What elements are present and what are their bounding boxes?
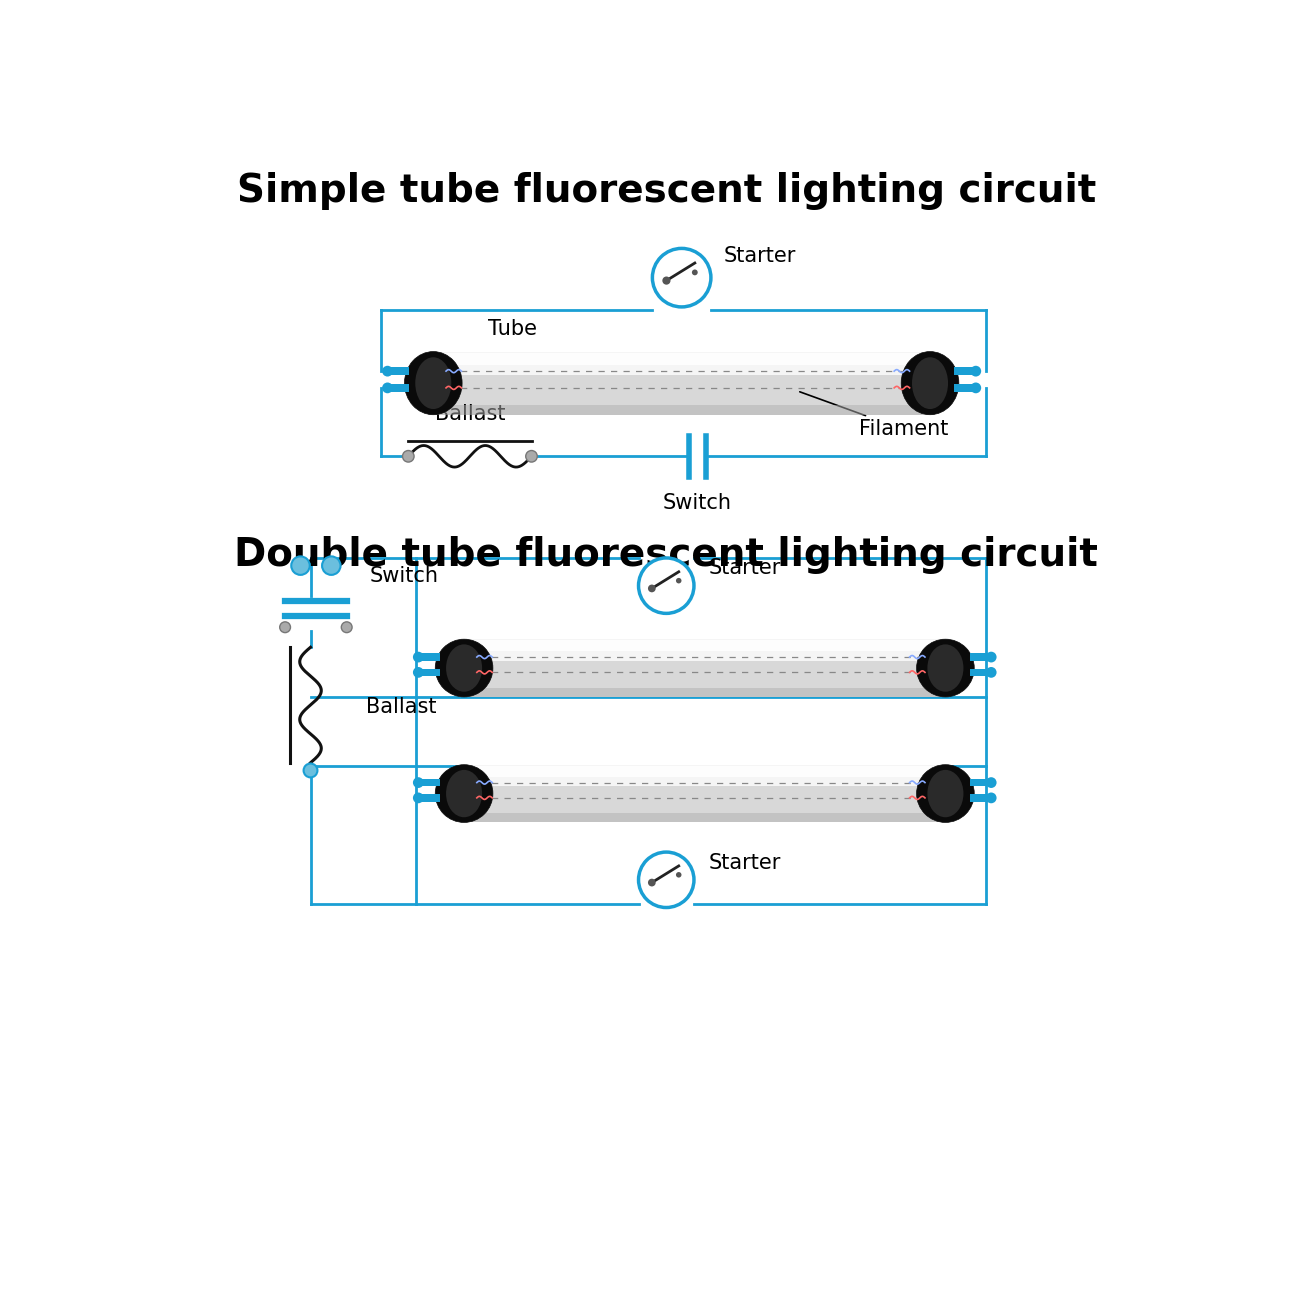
Text: Starter: Starter <box>724 246 797 266</box>
Bar <box>970 653 991 660</box>
Ellipse shape <box>913 358 948 410</box>
Bar <box>459 688 950 697</box>
Circle shape <box>970 365 982 377</box>
Ellipse shape <box>916 764 974 823</box>
Text: Ballast: Ballast <box>434 404 506 424</box>
Circle shape <box>638 558 694 614</box>
Bar <box>459 641 950 651</box>
Bar <box>459 766 950 777</box>
Circle shape <box>985 651 997 663</box>
Circle shape <box>280 621 290 633</box>
Bar <box>419 668 439 676</box>
Circle shape <box>342 621 352 633</box>
Bar <box>954 384 976 391</box>
Bar <box>429 404 935 415</box>
Bar <box>459 640 950 697</box>
Bar <box>419 653 439 660</box>
Circle shape <box>985 793 997 803</box>
Circle shape <box>525 451 537 462</box>
Circle shape <box>413 667 424 677</box>
Circle shape <box>692 269 698 276</box>
Circle shape <box>676 872 681 878</box>
Text: Ballast: Ballast <box>367 697 437 716</box>
Circle shape <box>676 578 681 584</box>
Circle shape <box>304 763 317 777</box>
Bar <box>429 352 935 365</box>
Text: Starter: Starter <box>708 853 781 872</box>
Circle shape <box>322 556 341 575</box>
Circle shape <box>413 651 424 663</box>
Text: Filament: Filament <box>800 391 948 439</box>
Circle shape <box>403 451 415 462</box>
Ellipse shape <box>446 770 482 818</box>
Ellipse shape <box>446 645 482 692</box>
Ellipse shape <box>404 351 462 415</box>
Bar <box>387 384 410 391</box>
Bar <box>459 814 950 823</box>
Bar <box>429 351 935 376</box>
Circle shape <box>970 382 982 394</box>
Text: Switch: Switch <box>369 566 439 585</box>
Text: Double tube fluorescent lighting circuit: Double tube fluorescent lighting circuit <box>234 536 1098 573</box>
Bar <box>459 640 950 660</box>
Bar <box>970 794 991 802</box>
Circle shape <box>291 556 309 575</box>
Ellipse shape <box>415 358 451 410</box>
Bar <box>970 779 991 786</box>
Bar <box>459 764 950 823</box>
Circle shape <box>647 879 655 887</box>
Circle shape <box>382 365 393 377</box>
Circle shape <box>985 777 997 788</box>
Text: Simple tube fluorescent lighting circuit: Simple tube fluorescent lighting circuit <box>237 172 1096 209</box>
Circle shape <box>382 382 393 394</box>
Bar <box>419 779 439 786</box>
Text: Switch: Switch <box>663 493 732 514</box>
Circle shape <box>662 277 671 285</box>
Ellipse shape <box>436 764 493 823</box>
Bar <box>459 764 950 786</box>
Circle shape <box>653 248 711 307</box>
Circle shape <box>413 793 424 803</box>
Ellipse shape <box>901 351 959 415</box>
Ellipse shape <box>927 770 963 818</box>
Circle shape <box>985 667 997 677</box>
Ellipse shape <box>916 640 974 697</box>
Bar <box>419 794 439 802</box>
Circle shape <box>638 852 694 907</box>
Text: Starter: Starter <box>708 558 781 579</box>
Ellipse shape <box>927 645 963 692</box>
Bar <box>387 368 410 374</box>
Bar <box>970 668 991 676</box>
Bar <box>954 368 976 374</box>
Circle shape <box>647 585 655 593</box>
Circle shape <box>413 777 424 788</box>
Text: Tube: Tube <box>488 320 537 339</box>
Ellipse shape <box>436 640 493 697</box>
Bar <box>429 351 935 415</box>
